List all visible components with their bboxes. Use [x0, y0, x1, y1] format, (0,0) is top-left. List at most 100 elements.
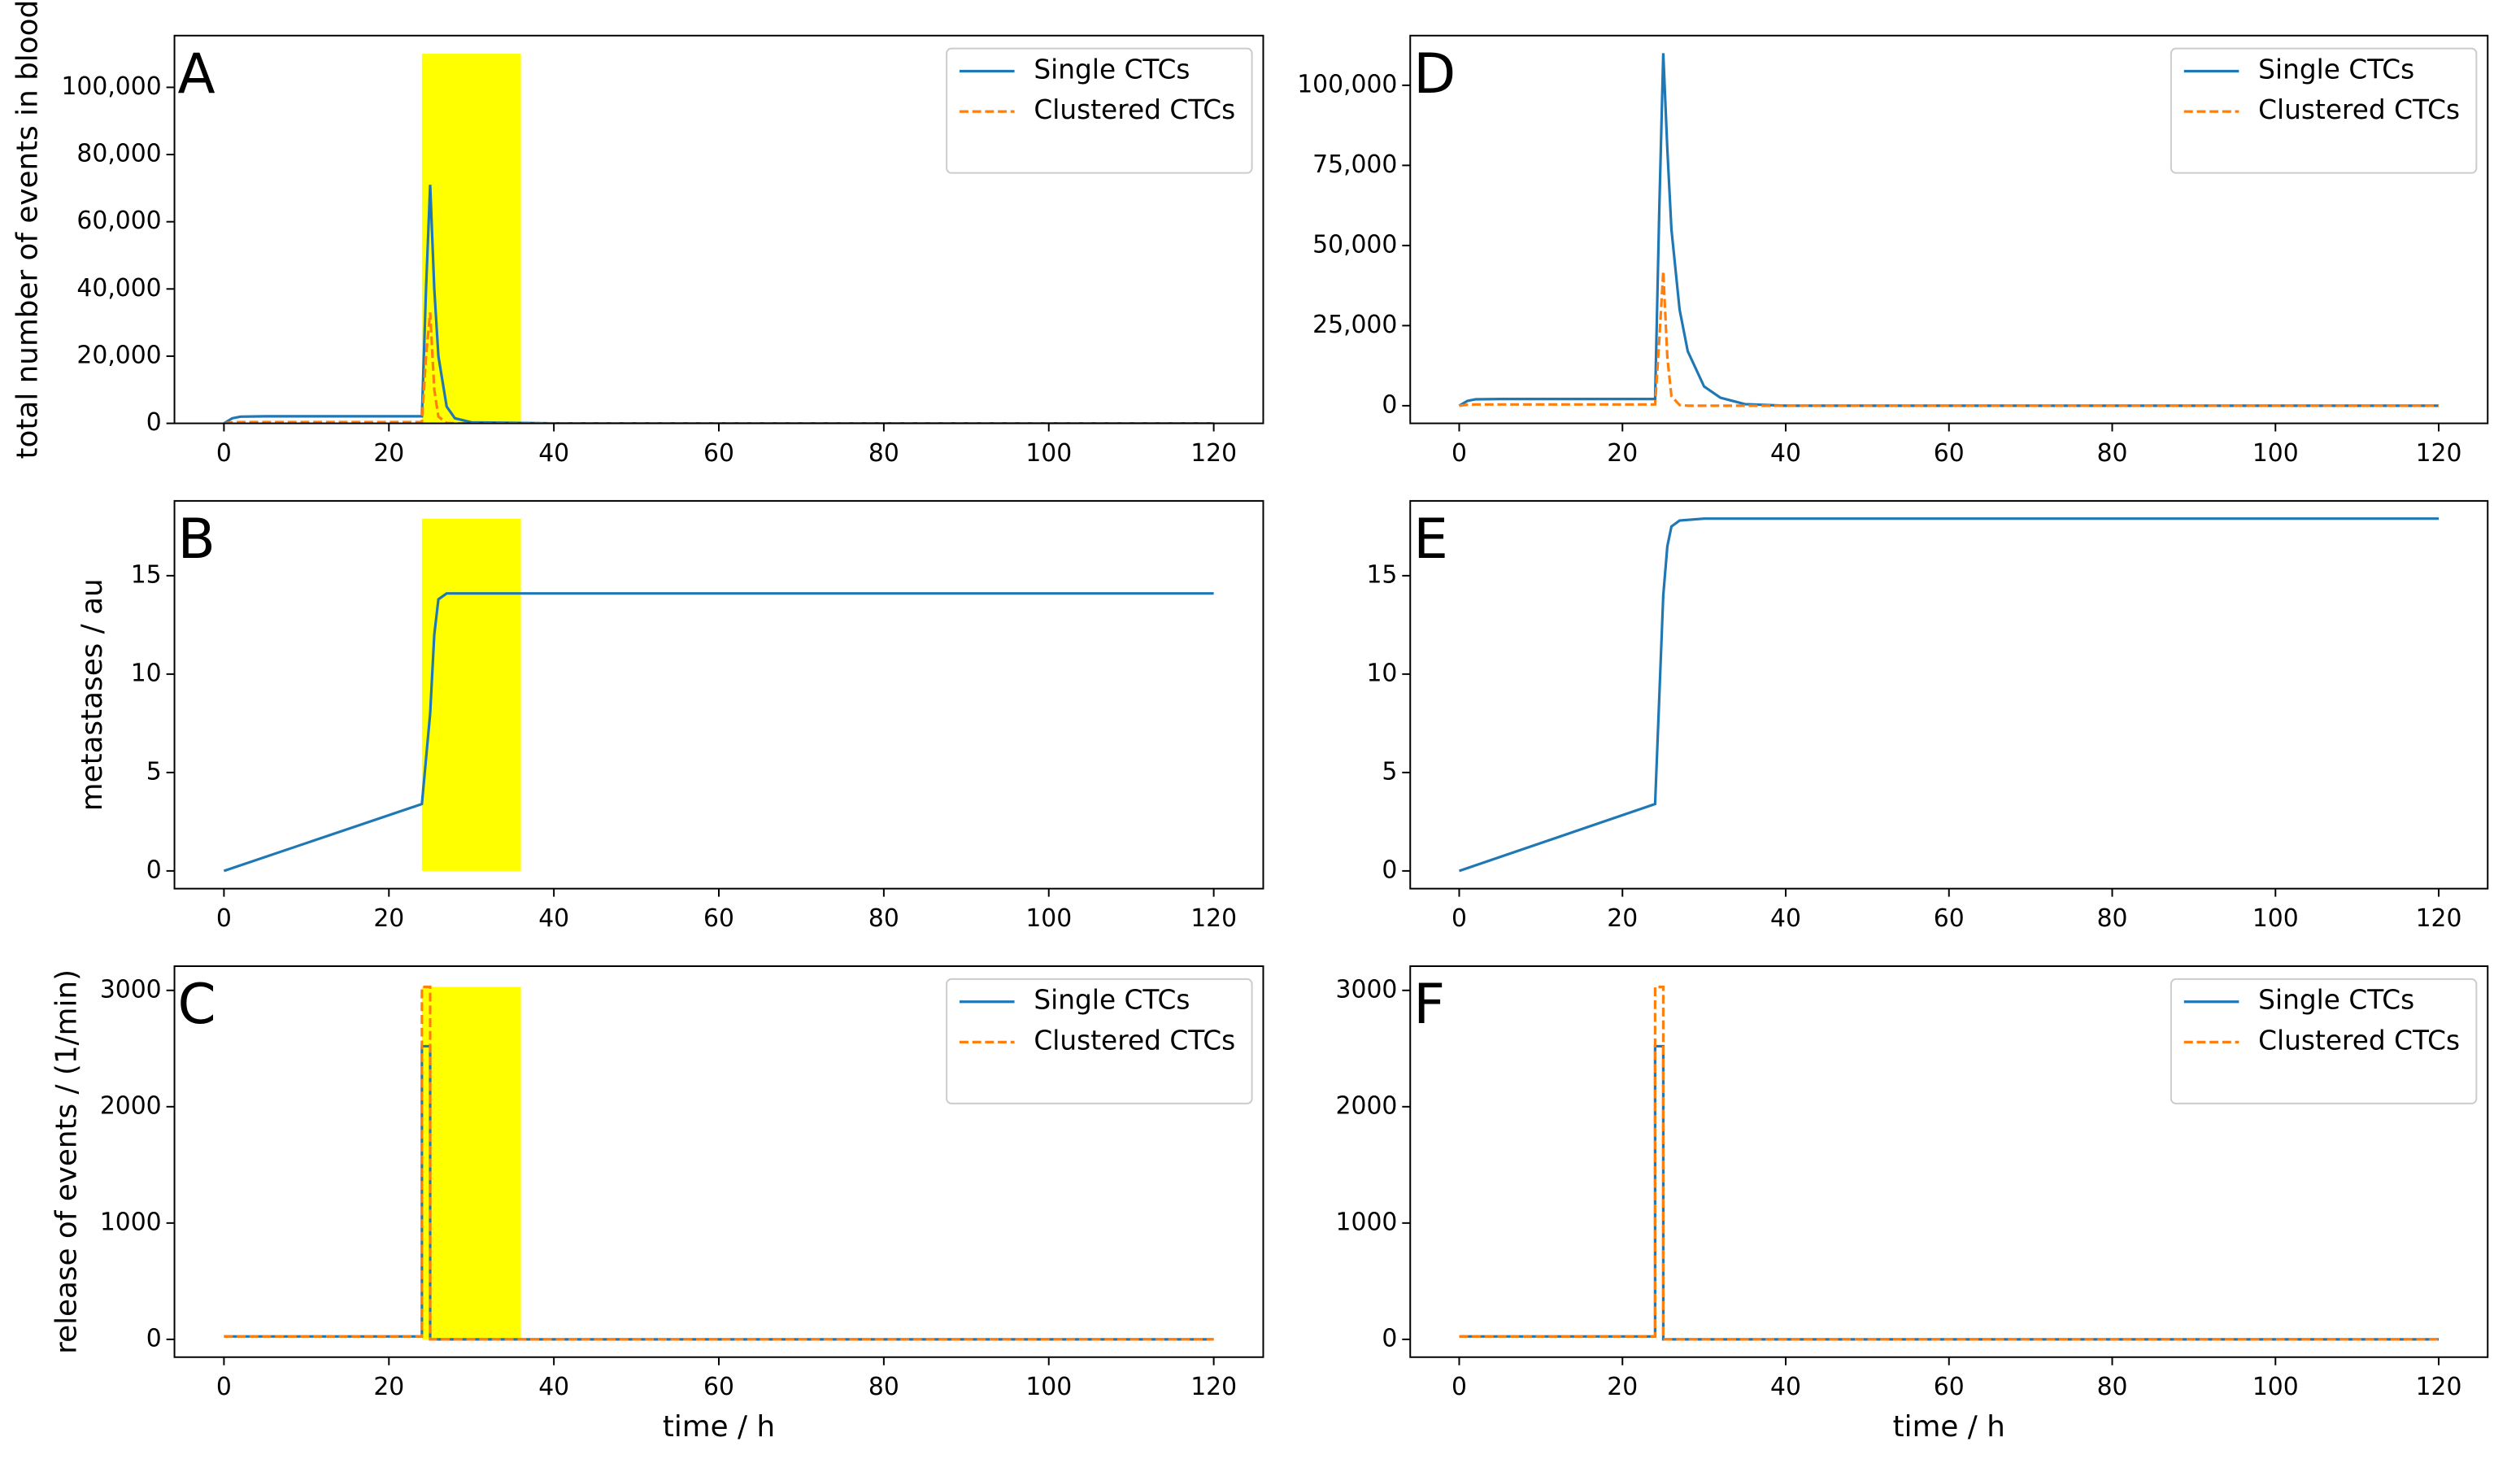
series-line — [1458, 517, 2439, 873]
series-line — [223, 185, 1214, 424]
x-axis-label: time / h — [1893, 1410, 2005, 1444]
x-tick-label: 40 — [1770, 1373, 1801, 1401]
panel-letter: F — [1413, 972, 1445, 1036]
highlight-span — [421, 518, 521, 871]
x-tick-label: 80 — [2097, 1373, 2128, 1401]
axes-frame — [173, 499, 1264, 890]
x-tick-label: 0 — [1452, 904, 1467, 933]
panel-letter: B — [178, 507, 215, 571]
x-tick-label: 100 — [1025, 1373, 1072, 1401]
x-tick-label: 60 — [1934, 439, 1965, 468]
x-tick-label: 40 — [1770, 439, 1801, 468]
y-tick-label: 3000 — [100, 975, 162, 1004]
y-tick-label: 0 — [146, 1324, 162, 1352]
panel-letter: D — [1413, 41, 1456, 106]
y-tick-label: 0 — [1382, 390, 1397, 419]
x-tick-label: 100 — [2252, 439, 2299, 468]
x-tick-label: 100 — [1025, 439, 1072, 468]
y-axis-label: total number of events in blood — [11, 0, 45, 459]
legend-label: Clustered CTCs — [1034, 94, 1235, 125]
x-tick-label: 80 — [868, 439, 899, 468]
x-tick-label: 20 — [1607, 439, 1638, 468]
legend-label: Single CTCs — [2258, 54, 2414, 85]
panel-letter: E — [1413, 507, 1448, 571]
y-tick-label: 80,000 — [76, 140, 161, 168]
legend-box — [2170, 47, 2478, 174]
x-tick-label: 80 — [2097, 439, 2128, 468]
panel: 0 20 40 60 80 100 120 0 5 10 15 E — [1366, 499, 2489, 933]
x-tick-label: 120 — [1190, 439, 1237, 468]
legend-label: Single CTCs — [2258, 985, 2414, 1016]
x-tick-label: 120 — [2416, 1373, 2462, 1401]
panel-letter: A — [178, 41, 215, 106]
legend-label: Clustered CTCs — [1034, 1025, 1235, 1056]
x-tick-label: 40 — [538, 904, 569, 933]
legend: Single CTCs Clustered CTCs — [946, 978, 1253, 1104]
series-line — [223, 592, 1214, 873]
y-tick-label: 3000 — [1336, 975, 1398, 1004]
series-line — [1459, 985, 2439, 1341]
x-axis-label: time / h — [663, 1410, 775, 1444]
x-tick-label: 0 — [216, 439, 232, 468]
y-tick-label: 50,000 — [1312, 230, 1397, 259]
highlight-span — [421, 54, 521, 424]
y-tick-label: 40,000 — [76, 274, 161, 303]
legend-box — [2170, 978, 2478, 1104]
axes-frame — [1409, 499, 2489, 890]
x-tick-label: 0 — [216, 904, 232, 933]
x-tick-label: 60 — [703, 1373, 734, 1401]
legend: Single CTCs Clustered CTCs — [2170, 47, 2478, 174]
y-tick-label: 5 — [1382, 757, 1397, 786]
x-tick-label: 40 — [538, 439, 569, 468]
y-axis-label: metastases / au — [76, 578, 109, 811]
legend-box — [946, 47, 1253, 174]
legend: Single CTCs Clustered CTCs — [2170, 978, 2478, 1104]
x-tick-label: 120 — [1190, 904, 1237, 933]
y-tick-label: 100,000 — [1297, 70, 1397, 98]
y-tick-label: 0 — [1382, 1324, 1397, 1352]
y-axis-label: release of events / (1/min) — [50, 969, 83, 1354]
series-line — [224, 985, 1214, 1341]
x-tick-label: 60 — [1934, 904, 1965, 933]
x-tick-label: 120 — [1190, 1373, 1237, 1401]
x-tick-label: 40 — [538, 1373, 569, 1401]
y-tick-label: 75,000 — [1312, 150, 1397, 179]
x-tick-label: 0 — [216, 1373, 232, 1401]
legend-label: Clustered CTCs — [2258, 94, 2460, 125]
x-tick-label: 60 — [1934, 1373, 1965, 1401]
x-tick-label: 20 — [1607, 1373, 1638, 1401]
legend-box — [946, 978, 1253, 1104]
x-tick-label: 120 — [2416, 439, 2462, 468]
x-tick-label: 80 — [868, 904, 899, 933]
legend-label: Single CTCs — [1034, 54, 1190, 85]
x-tick-label: 20 — [373, 904, 404, 933]
y-tick-label: 60,000 — [76, 207, 161, 235]
series-line — [224, 312, 1214, 424]
x-tick-label: 60 — [703, 439, 734, 468]
x-tick-label: 120 — [2416, 904, 2462, 933]
y-tick-label: 2000 — [100, 1091, 162, 1120]
legend-label: Clustered CTCs — [2258, 1025, 2460, 1056]
y-tick-label: 0 — [146, 408, 162, 437]
legend: Single CTCs Clustered CTCs — [946, 47, 1253, 174]
y-tick-label: 0 — [1382, 856, 1397, 884]
x-tick-label: 40 — [1770, 904, 1801, 933]
y-tick-label: 10 — [1366, 659, 1397, 687]
panel: 0 20 40 60 80 100 120 0 20,000 40,000 60,000 80,000… — [11, 0, 1264, 468]
x-tick-label: 0 — [1452, 1373, 1467, 1401]
series-line — [1459, 271, 2439, 407]
y-tick-label: 25,000 — [1312, 311, 1397, 339]
y-tick-label: 100,000 — [61, 72, 161, 101]
x-tick-label: 100 — [2252, 1373, 2299, 1401]
x-tick-label: 0 — [1452, 439, 1467, 468]
x-tick-label: 100 — [2252, 904, 2299, 933]
y-tick-label: 10 — [131, 659, 162, 687]
panel: 0 20 40 60 80 100 120 0 25,000 50,000 75,000 100,00… — [1297, 34, 2489, 468]
y-tick-label: 1000 — [100, 1208, 162, 1236]
y-tick-label: 15 — [1366, 560, 1397, 589]
